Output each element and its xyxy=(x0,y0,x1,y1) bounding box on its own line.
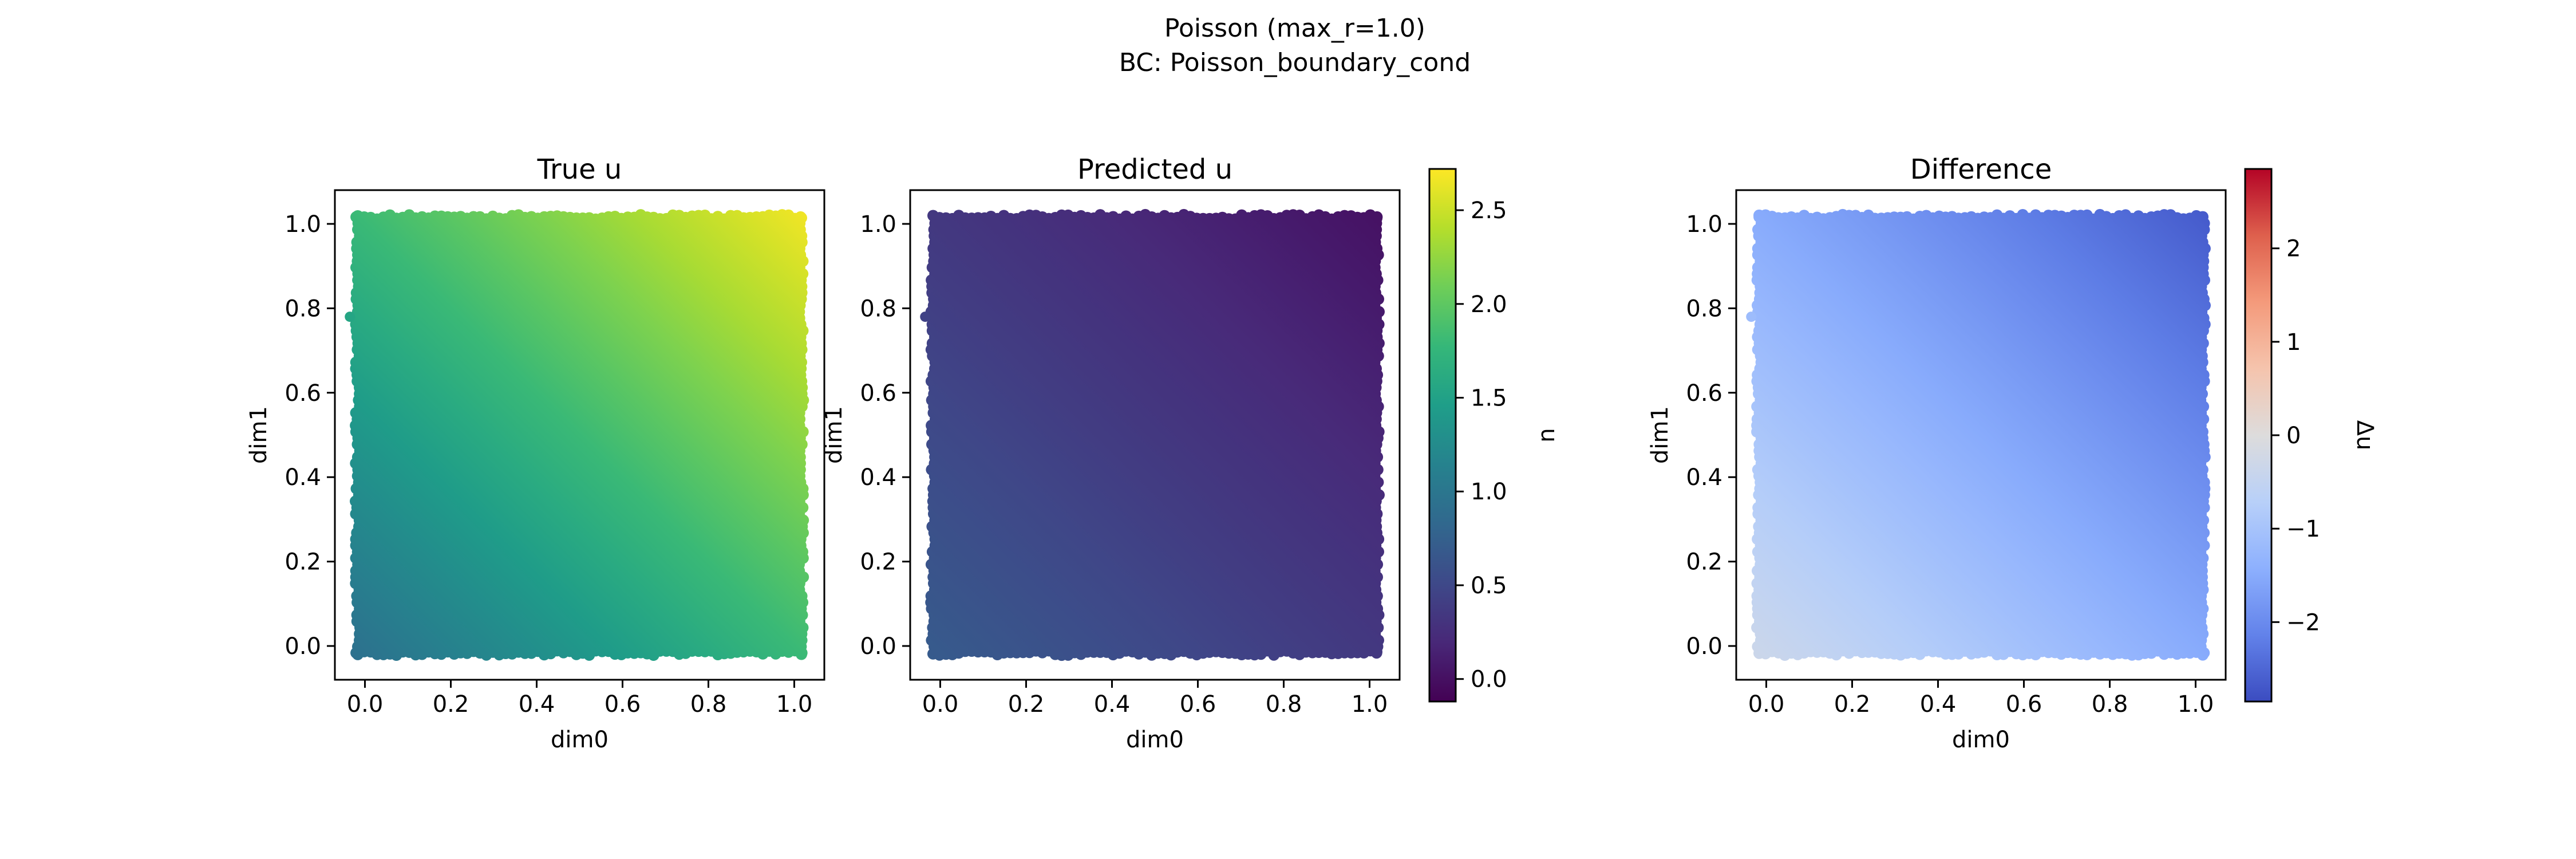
y-tick-label: 0.8 xyxy=(860,295,896,322)
y-tick-label: 1.0 xyxy=(860,211,896,238)
scatter-points-3 xyxy=(1751,208,2211,661)
y-tick-label: 0.0 xyxy=(285,633,321,660)
panel-title: True u xyxy=(537,153,622,186)
colorbar-1: 0.0 0.5 1.0 1.5 2.0 2.5 u xyxy=(1428,168,1562,703)
x-tick-label: 0.0 xyxy=(1748,691,1785,718)
x-tick-label: 0.6 xyxy=(1180,691,1216,718)
panel-3: 0.0 0.2 0.4 0.6 0.8 1.0 0.0 0.2 0.4 0.6 0.8 1.0 Diff… xyxy=(1647,153,2227,753)
x-tick-label: 0.0 xyxy=(347,691,384,718)
y-tick-label: 0.8 xyxy=(285,295,321,322)
x-tick-label: 1.0 xyxy=(776,691,813,718)
x-axis-label: dim0 xyxy=(551,727,609,753)
y-tick-label: 0.6 xyxy=(860,380,896,407)
x-tick-label: 0.2 xyxy=(433,691,469,718)
y-tick-label: 0.4 xyxy=(1686,464,1722,491)
colorbar-fill xyxy=(1429,169,1456,702)
colorbar-tick-label: 1.0 xyxy=(1471,479,1507,505)
x-tick-label: 1.0 xyxy=(1352,691,1388,718)
y-axis-label: dim1 xyxy=(246,406,272,464)
y-tick-label: 0.0 xyxy=(860,633,896,660)
scatter-point-outlier xyxy=(1746,312,1757,322)
figure-suptitle-line2: BC: Poisson_boundary_cond xyxy=(1119,48,1471,77)
colorbar-tick-label: 0 xyxy=(2286,423,2301,449)
axes-frame-3 xyxy=(1735,189,2227,681)
x-tick-label: 0.8 xyxy=(690,691,727,718)
x-tick-label: 0.4 xyxy=(1094,691,1131,718)
x-tick-label: 1.0 xyxy=(2178,691,2214,718)
x-tick-label: 0.8 xyxy=(2092,691,2128,718)
y-tick-label: 0.8 xyxy=(1686,295,1722,322)
figure-suptitle-line1: Poisson (max_r=1.0) xyxy=(1164,14,1425,43)
axes-frame-2 xyxy=(909,189,1401,681)
x-axis-label: dim0 xyxy=(1952,727,2010,753)
panel-title: Difference xyxy=(1910,153,2052,186)
colorbar-tick-label: −2 xyxy=(2286,609,2320,636)
colorbar-tick-label: −1 xyxy=(2286,516,2320,542)
y-tick-label: 0.2 xyxy=(860,549,896,576)
x-tick-label: 0.8 xyxy=(1266,691,1302,718)
colorbar-tick-label: 1 xyxy=(2286,329,2301,356)
colorbar-tick-label: 2.5 xyxy=(1471,198,1507,224)
x-tick-label: 0.4 xyxy=(1920,691,1957,718)
colorbar-tick-label: 2.0 xyxy=(1471,291,1507,318)
y-tick-label: 0.6 xyxy=(1686,380,1722,407)
y-tick-label: 1.0 xyxy=(285,211,321,238)
colorbar-tick-label: 1.5 xyxy=(1471,385,1507,412)
y-tick-label: 0.2 xyxy=(285,549,321,576)
colorbar-tick-label: 0.0 xyxy=(1471,667,1507,693)
panel-1: 0.0 0.2 0.4 0.6 0.8 1.0 0.0 0.2 0.4 0.6 0.8 1.0 True… xyxy=(246,153,825,753)
y-axis-label: dim1 xyxy=(1647,406,1673,464)
colorbar-2: −2 −1 0 1 2 Δu xyxy=(2244,168,2378,703)
y-tick-label: 0.4 xyxy=(860,464,896,491)
y-axis-label: dim1 xyxy=(821,406,847,464)
colorbar-fill xyxy=(2245,169,2271,702)
x-tick-label: 0.2 xyxy=(1008,691,1045,718)
y-tick-label: 1.0 xyxy=(1686,211,1722,238)
axes-frame-1 xyxy=(334,189,825,681)
scatter-points-2 xyxy=(925,208,1385,661)
scatter-point-outlier xyxy=(345,312,355,322)
panel-2: 0.0 0.2 0.4 0.6 0.8 1.0 0.0 0.2 0.4 0.6 0.8 1.0 Pred… xyxy=(821,153,1401,753)
panel-title: Predicted u xyxy=(1077,153,1232,186)
colorbar-frame xyxy=(1428,168,1457,703)
colorbar-tick-label: 2 xyxy=(2286,236,2301,262)
x-tick-label: 0.6 xyxy=(2006,691,2042,718)
y-tick-label: 0.6 xyxy=(285,380,321,407)
colorbar-tick-label: 0.5 xyxy=(1471,573,1507,599)
x-tick-label: 0.0 xyxy=(922,691,959,718)
panels: 0.0 0.2 0.4 0.6 0.8 1.0 0.0 0.2 0.4 0.6 0.8 1.0 True… xyxy=(246,153,2378,753)
scatter-points-1 xyxy=(350,209,809,661)
y-tick-label: 0.2 xyxy=(1686,549,1722,576)
y-tick-label: 0.4 xyxy=(285,464,321,491)
x-tick-label: 0.4 xyxy=(519,691,555,718)
x-axis-label: dim0 xyxy=(1126,727,1184,753)
colorbar-label: u xyxy=(1536,428,1562,442)
x-tick-label: 0.6 xyxy=(605,691,641,718)
scatter-point-outlier xyxy=(920,312,931,322)
y-tick-label: 0.0 xyxy=(1686,633,1722,660)
x-tick-label: 0.2 xyxy=(1834,691,1871,718)
colorbar-label: Δu xyxy=(2352,420,2378,451)
